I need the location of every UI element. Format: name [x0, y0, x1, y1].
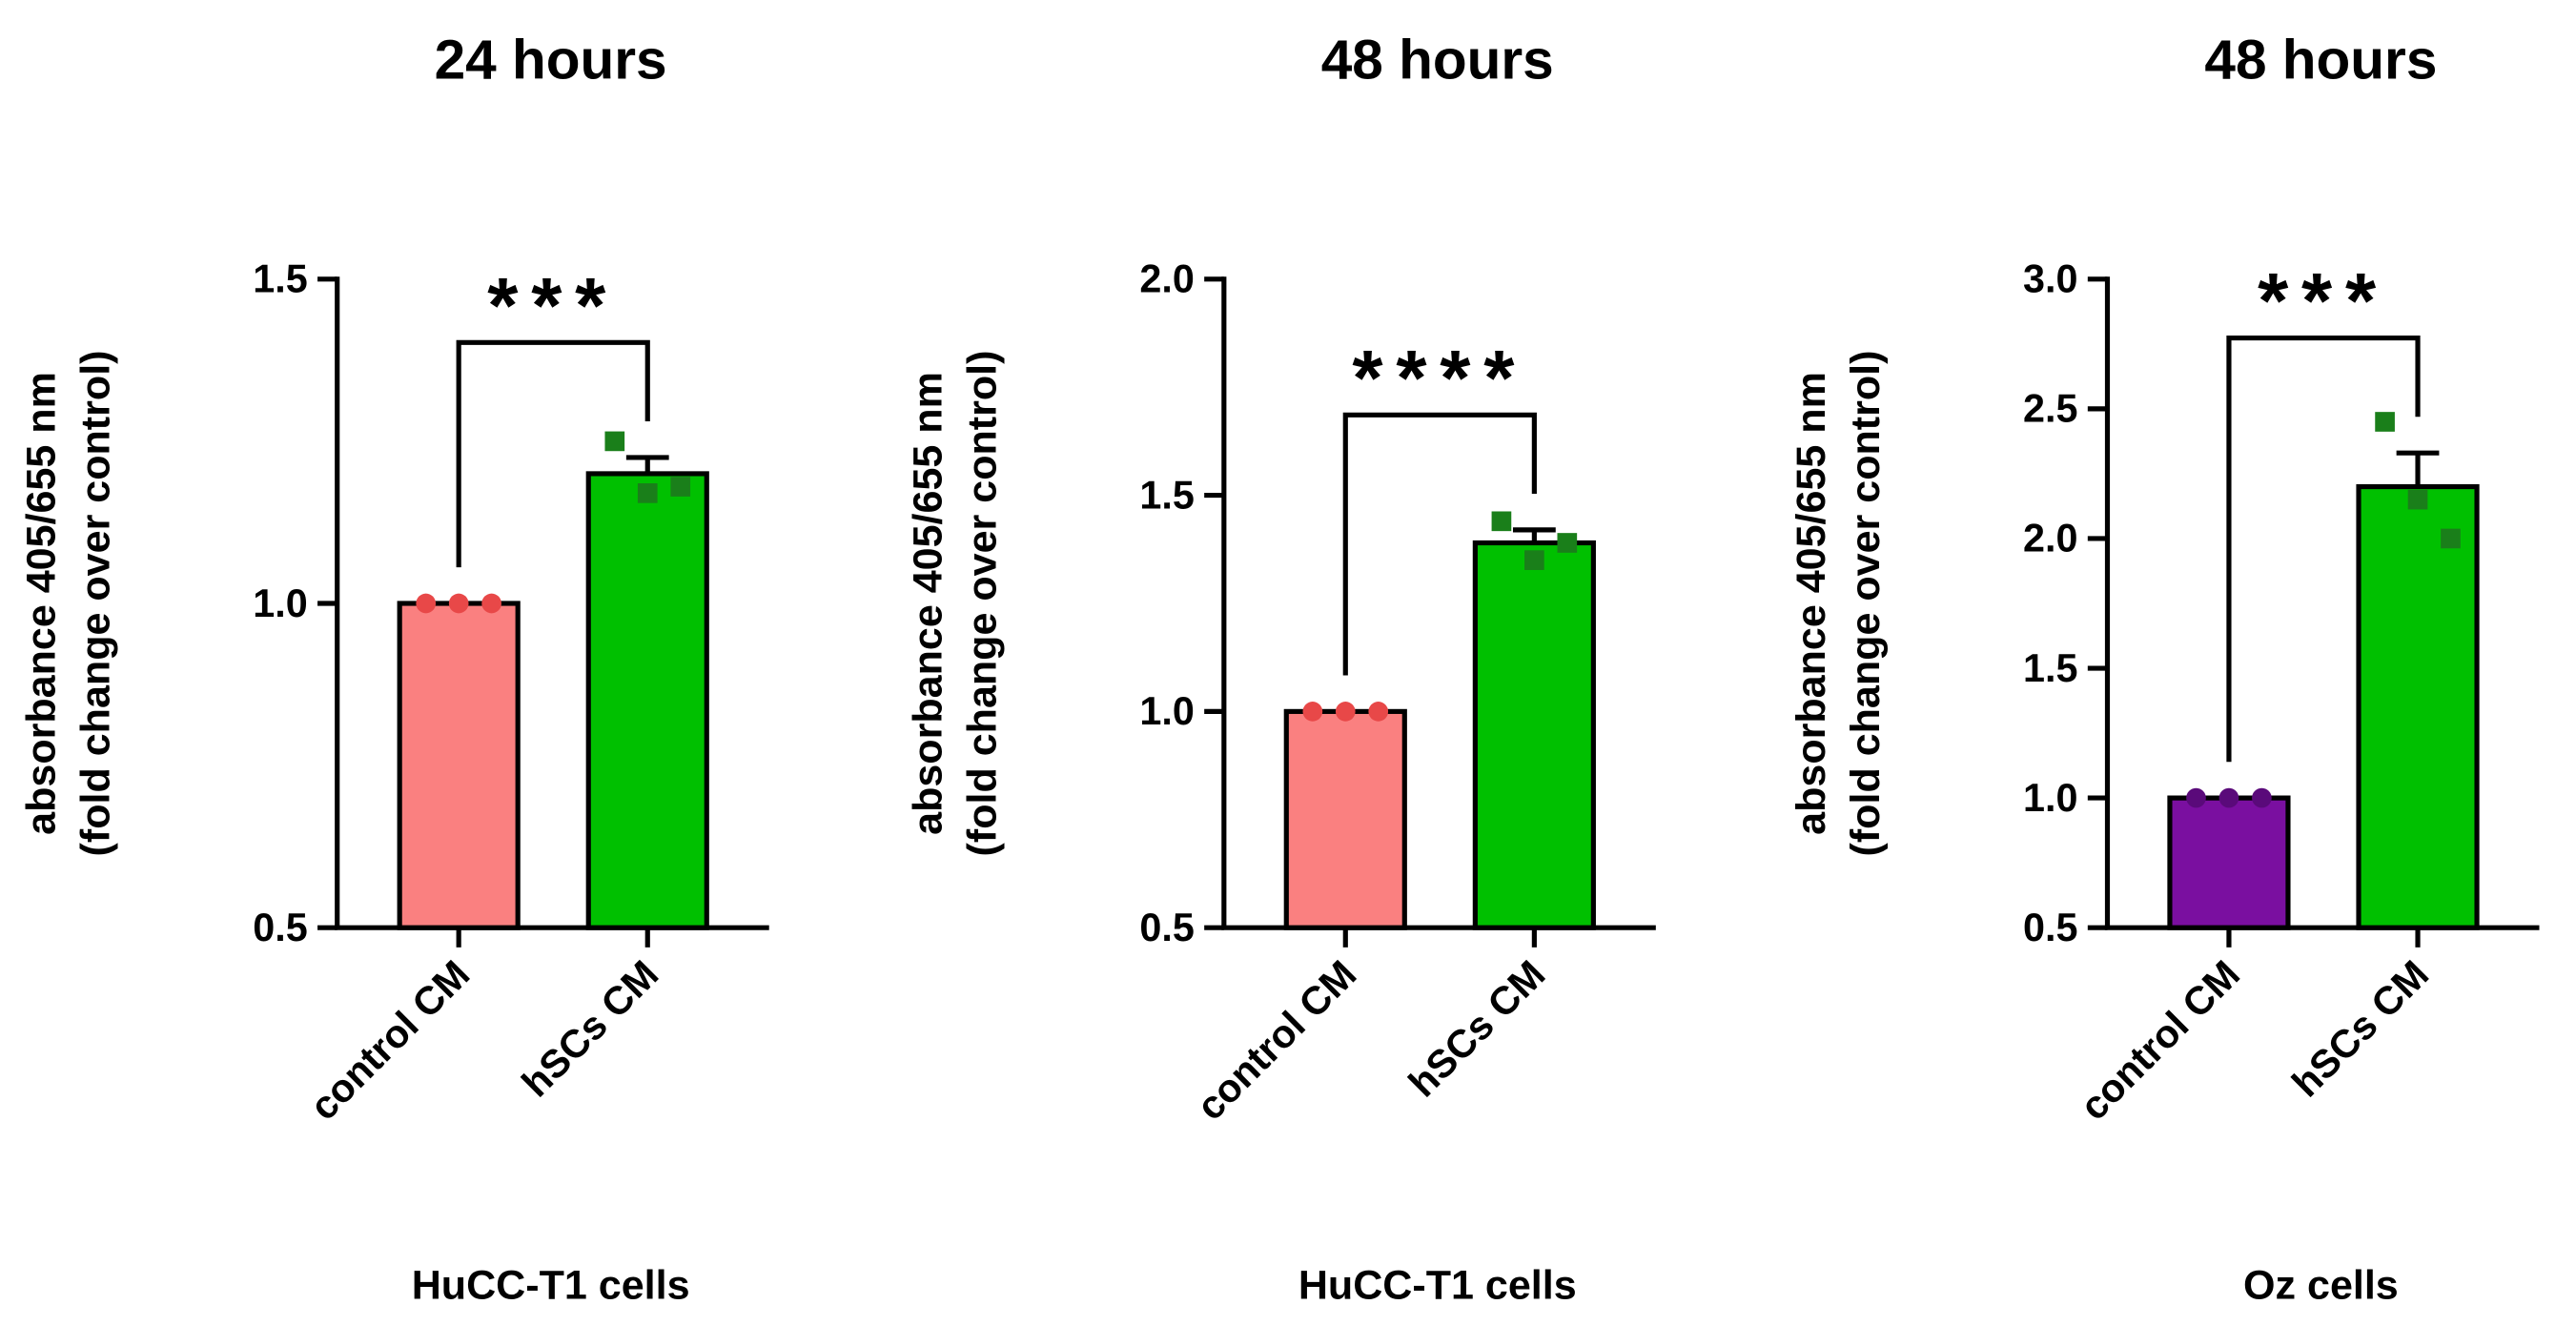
data-point: [2407, 489, 2428, 510]
data-point: [448, 593, 469, 614]
data-point: [1302, 702, 1323, 722]
y-tick-label: 2.0: [2023, 517, 2077, 561]
data-point: [1368, 702, 1389, 722]
data-point: [670, 477, 691, 497]
significance-label: ***: [2258, 256, 2389, 345]
x-axis-label: Oz cells: [2243, 1262, 2399, 1308]
y-tick-label: 1.5: [253, 257, 307, 301]
y-tick-label: 0.5: [1139, 906, 1194, 949]
data-point: [416, 593, 437, 614]
category-label: hSCs CM: [514, 952, 667, 1106]
y-tick-label: 3.0: [2023, 257, 2077, 301]
data-point: [1491, 511, 1512, 532]
data-point: [2252, 787, 2272, 808]
data-point: [2375, 412, 2395, 432]
data-point: [604, 431, 625, 452]
category-label: control CM: [2072, 952, 2248, 1129]
data-point: [637, 482, 658, 503]
significance-label: ***: [487, 261, 619, 350]
data-point: [481, 593, 501, 614]
bar: [1283, 708, 1407, 930]
y-axis-label: (fold change over control): [72, 351, 118, 857]
significance-bracket: [1342, 412, 1537, 676]
significance-bracket: [2226, 335, 2421, 763]
y-tick-label: 1.5: [1139, 473, 1194, 517]
y-tick-label: 1.0: [253, 581, 307, 625]
category-label: hSCs CM: [2283, 952, 2437, 1106]
bar: [2167, 795, 2291, 930]
y-tick-label: 1.0: [2023, 776, 2077, 820]
data-point: [2218, 787, 2239, 808]
data-point: [1557, 533, 1578, 553]
panel-title: 48 hours: [2204, 30, 2437, 92]
significance-label: ****: [1352, 334, 1527, 422]
data-point: [2441, 528, 2461, 549]
y-axis-label: absorbance 405/655 nm: [18, 372, 64, 835]
bar: [397, 601, 521, 930]
data-point: [1335, 702, 1356, 722]
bar: [585, 471, 709, 930]
data-point: [1524, 550, 1544, 570]
x-axis-label: HuCC-T1 cells: [412, 1262, 690, 1308]
category-label: control CM: [1188, 952, 1364, 1129]
panel-title: 24 hours: [435, 30, 667, 92]
y-axis-label: absorbance 405/655 nm: [1789, 372, 1834, 835]
panel-title: 48 hours: [1321, 30, 1554, 92]
y-tick-label: 1.0: [1139, 689, 1194, 733]
y-axis-label: absorbance 405/655 nm: [906, 372, 951, 835]
data-point: [2186, 787, 2206, 808]
y-tick-label: 2.5: [2023, 387, 2077, 431]
significance-bracket: [456, 339, 650, 568]
y-tick-label: 0.5: [2023, 906, 2077, 949]
x-axis-label: HuCC-T1 cells: [1298, 1262, 1577, 1308]
y-tick-label: 0.5: [253, 906, 307, 949]
category-label: hSCs CM: [1400, 952, 1554, 1106]
y-tick-label: 2.0: [1139, 257, 1194, 301]
bar: [1472, 540, 1596, 930]
y-axis-label: (fold change over control): [1843, 351, 1889, 857]
category-label: control CM: [301, 952, 478, 1129]
y-tick-label: 1.5: [2023, 646, 2077, 690]
bar: [2356, 483, 2480, 930]
y-axis-label: (fold change over control): [959, 351, 1005, 857]
